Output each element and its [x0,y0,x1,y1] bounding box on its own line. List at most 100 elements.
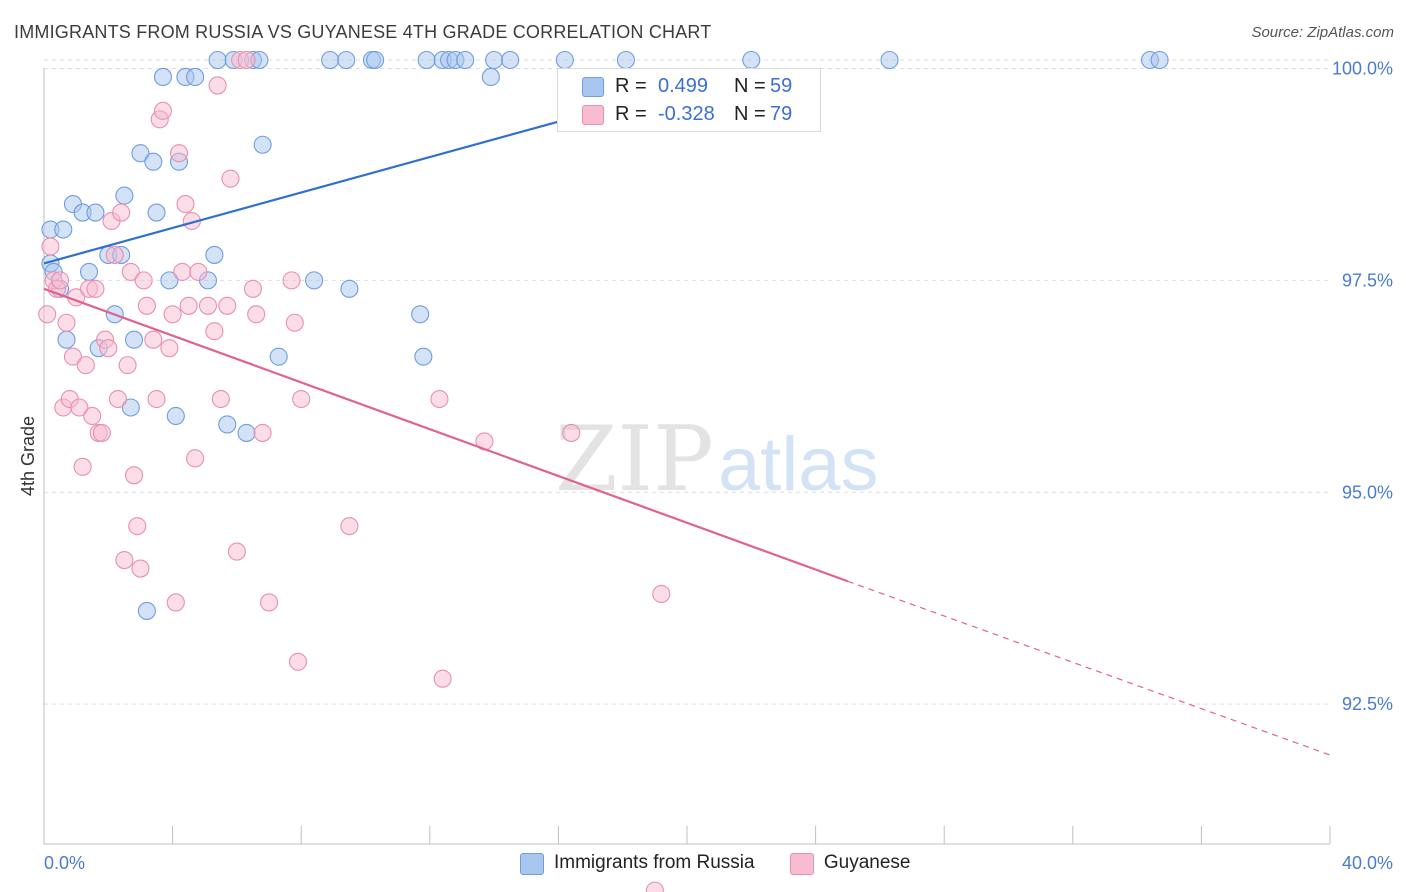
russia-point [237,423,256,442]
y-tick-label: 95.0% [1342,482,1393,502]
grid-lines [44,59,1330,705]
guyanese-point [176,195,195,214]
x-tick-label: 0.0% [44,853,85,873]
source-label: Source: ZipAtlas.com [1251,24,1394,41]
russia-point [131,144,150,163]
guyanese-point [243,279,263,298]
legend-n-label: N = [734,75,766,97]
watermark-zip: ZIP [555,407,714,512]
russia-point [742,50,761,70]
russia-point [218,415,237,434]
russia-point [411,305,430,324]
guyanese-point [189,262,208,281]
guyanese-point [128,517,147,536]
russia-point [147,203,166,222]
legend-r-value: 0.499 [658,75,709,97]
guyanese-point [282,271,301,290]
russia-point [340,279,359,298]
guyanese-point [652,584,671,604]
guyanese-point [115,551,134,570]
guyanese-point [163,305,182,324]
russia-point [456,50,475,70]
y-axis-label: 4th Grade [18,416,38,496]
legend-n-value: 79 [770,103,793,125]
guyanese-point [173,262,192,281]
legend-item-guyanese[interactable]: Guyanese [789,852,911,875]
guyanese-point [124,466,144,485]
guyanese-point [137,296,156,315]
russia-point [160,271,179,290]
guyanese-point [208,76,227,95]
watermark-atlas: atlas [718,422,879,507]
russia-point [57,330,76,349]
guyanese-point [166,593,185,612]
russia-point [501,50,520,70]
russia-point [208,50,227,70]
guyanese-point [112,203,131,222]
y-tick-labels: 92.5% 95.0% 97.5% 100.0% [1332,58,1393,714]
russia-point [115,186,134,205]
guyanese-point [92,423,111,442]
guyanese-point [83,406,102,426]
legend-n-label: N = [734,103,766,125]
guyanese-point [144,330,163,349]
russia-point [417,50,436,70]
guyanese-point [285,313,304,332]
x-tick-labels: 0.0% 40.0% [44,853,1393,873]
russia-point [186,67,205,87]
russia-point [305,271,324,290]
guyanese-point [70,398,89,417]
guyanese-point [108,389,127,409]
guyanese-point [131,559,150,578]
russia-point [166,406,185,426]
russia-point [144,152,163,171]
legend-n-value: 59 [770,75,793,97]
guyanese-trend-line [847,580,1331,756]
legend-swatch-russia [582,77,604,97]
y-tick-label: 92.5% [1342,694,1393,714]
russia-point [137,601,156,620]
axes [43,68,1331,845]
russia-point [124,330,144,349]
russia-point [481,67,500,87]
guyanese-point [57,313,76,332]
series-legend: Immigrants from Russia Guyanese [520,852,941,875]
legend-r-label: R = [615,75,647,97]
guyanese-point [430,389,449,409]
stats-legend: R = 0.499 N = 59 R = -0.328 N = 79 [557,68,821,132]
russia-point [205,245,224,264]
guyanese-point [259,593,279,612]
guyanese-point [179,296,198,315]
legend-label-guyanese: Guyanese [823,852,911,873]
legend-r-label: R = [615,103,647,125]
legend-item-russia[interactable]: Immigrants from Russia [520,852,755,875]
guyanese-point [198,296,218,315]
russia-point [485,50,504,70]
chart-title: IMMIGRANTS FROM RUSSIA VS GUYANESE 4TH G… [14,22,712,42]
legend-swatch-guyanese [582,105,604,125]
guyanese-point [76,356,95,375]
guyanese-point [433,669,452,688]
guyanese-trend-line [43,287,849,583]
guyanese-point [340,517,359,536]
guyanese-point [288,652,308,671]
guyanese-point [218,296,237,315]
russia-point [555,50,574,70]
guyanese-point [237,50,256,70]
legend-swatch-russia [520,853,544,875]
russia-point [366,50,385,70]
russia-point [253,135,272,154]
guyanese-point [205,322,224,341]
guyanese-point [227,542,246,561]
guyanese-point [41,237,60,256]
guyanese-point [86,279,105,298]
guyanese-point [247,305,266,324]
guyanese-point [51,271,70,290]
russia-point [153,67,173,87]
guyanese-point [153,101,173,120]
data-points [38,50,1169,892]
guyanese-point [292,389,311,409]
guyanese-point [645,881,664,892]
guyanese-point [38,305,57,324]
